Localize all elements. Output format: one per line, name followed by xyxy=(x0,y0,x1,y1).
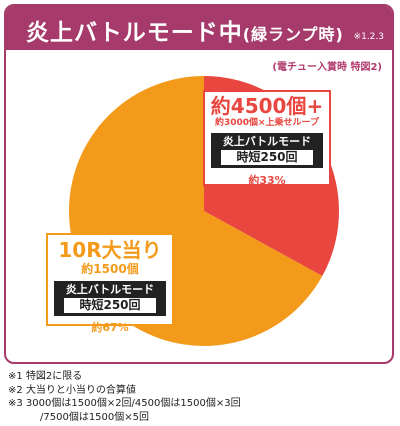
mode-time-orange: 時短250回 xyxy=(64,298,156,313)
mode-time-red: 時短250回 xyxy=(221,150,313,165)
header-bar: 炎上バトルモード中(緑ランプ時) ※1.2.3 xyxy=(6,6,392,50)
footnote-1: ※1 特図2に限る xyxy=(8,371,83,382)
mode-name-orange: 炎上バトルモード xyxy=(65,283,155,296)
slice-name-red: 約4500個+ xyxy=(210,94,324,118)
condition-label: (電チュー入賞時 特図2) xyxy=(272,62,382,73)
mode-badge-red: 炎上バトルモード 時短250回 xyxy=(211,133,323,168)
chart-title: 炎上バトルモード中(緑ランプ時) xyxy=(26,13,344,47)
footnote-3: ※3 3000個は1500個×2回/4500個は1500個×3回 xyxy=(8,398,241,409)
slice-percent-red: 約33% xyxy=(248,174,286,187)
slice-label-box-orange: 10R大当り 約1500個 炎上バトルモード 時短250回 約67% xyxy=(46,233,174,334)
slice-percent-orange: 約67% xyxy=(91,321,129,334)
footnote-2: ※2 大当りと小当りの合算値 xyxy=(8,384,136,396)
slice-detail-red: 約3000個×上乗せループ xyxy=(214,118,320,128)
title-note-marker: ※1.2.3 xyxy=(353,32,384,42)
slice-detail-orange: 約1500個 xyxy=(81,262,139,276)
title-subtitle: (緑ランプ時) xyxy=(242,25,344,44)
title-main-text: 炎上バトルモード中 xyxy=(26,20,243,46)
footnotes: ※1 特図2に限る ※2 大当りと小当りの合算値 ※3 3000個は1500個×… xyxy=(8,370,241,424)
chart-frame: 炎上バトルモード中(緑ランプ時) ※1.2.3 (電チュー入賞時 特図2) 約4… xyxy=(4,4,394,364)
slice-label-box-red: 約4500個+ 約3000個×上乗せループ 炎上バトルモード 時短250回 約3… xyxy=(203,90,331,187)
footnote-3-continued: /7500個は1500個×5回 xyxy=(40,411,150,423)
mode-name-red: 炎上バトルモード xyxy=(222,135,312,148)
mode-badge-orange: 炎上バトルモード 時短250回 xyxy=(54,281,166,316)
slice-name-orange: 10R大当り xyxy=(58,238,162,262)
